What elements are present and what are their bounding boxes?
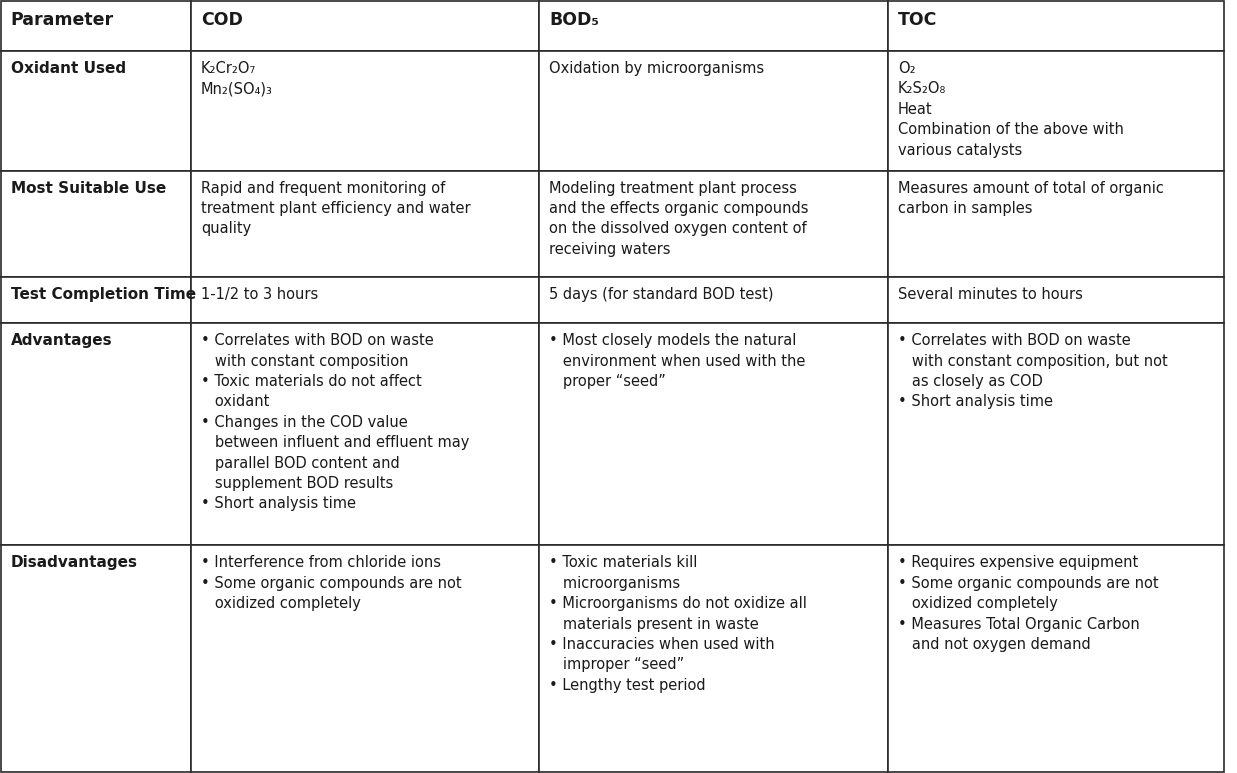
Bar [539,323,888,546]
Text: • Most closely models the natural
   environment when used with the
   proper “s: • Most closely models the natural enviro… [549,333,805,389]
Text: 1-1/2 to 3 hours: 1-1/2 to 3 hours [202,287,318,302]
Bar [190,51,539,171]
Bar [1,171,190,277]
Bar [888,277,1223,323]
Text: Oxidation by microorganisms: Oxidation by microorganisms [549,61,764,76]
Bar [539,277,888,323]
Bar [888,51,1223,171]
Bar [1,51,190,171]
Bar [1,546,190,772]
Text: • Requires expensive equipment
• Some organic compounds are not
   oxidized comp: • Requires expensive equipment • Some or… [898,556,1158,652]
Text: COD: COD [202,11,242,29]
Bar [888,1,1223,51]
Text: Most Suitable Use: Most Suitable Use [11,181,166,196]
Text: Advantages: Advantages [11,333,113,349]
Text: • Correlates with BOD on waste
   with constant composition
• Toxic materials do: • Correlates with BOD on waste with cons… [202,333,469,512]
Bar [190,1,539,51]
Text: O₂
K₂S₂O₈
Heat
Combination of the above with
various catalysts: O₂ K₂S₂O₈ Heat Combination of the above … [898,61,1123,158]
Bar [539,1,888,51]
Bar [888,546,1223,772]
Text: • Interference from chloride ions
• Some organic compounds are not
   oxidized c: • Interference from chloride ions • Some… [202,556,461,611]
Text: TOC: TOC [898,11,938,29]
Text: Oxidant Used: Oxidant Used [11,61,126,76]
Text: K₂Cr₂O₇
Mn₂(SO₄)₃: K₂Cr₂O₇ Mn₂(SO₄)₃ [202,61,273,97]
Text: Measures amount of total of organic
carbon in samples: Measures amount of total of organic carb… [898,181,1164,216]
Text: Rapid and frequent monitoring of
treatment plant efficiency and water
quality: Rapid and frequent monitoring of treatme… [202,181,470,237]
Text: Modeling treatment plant process
and the effects organic compounds
on the dissol: Modeling treatment plant process and the… [549,181,809,257]
Text: • Correlates with BOD on waste
   with constant composition, but not
   as close: • Correlates with BOD on waste with cons… [898,333,1168,410]
Bar [539,546,888,772]
Bar [190,546,539,772]
Bar [1,323,190,546]
Text: • Toxic materials kill
   microorganisms
• Microorganisms do not oxidize all
   : • Toxic materials kill microorganisms • … [549,556,808,693]
Text: Disadvantages: Disadvantages [11,556,137,570]
Bar [888,171,1223,277]
Bar [190,171,539,277]
Text: Several minutes to hours: Several minutes to hours [898,287,1082,302]
Bar [1,1,190,51]
Bar [190,277,539,323]
Bar [1,277,190,323]
Text: 5 days (for standard BOD test): 5 days (for standard BOD test) [549,287,774,302]
Text: Parameter: Parameter [11,11,114,29]
Bar [539,51,888,171]
Bar [190,323,539,546]
Bar [539,171,888,277]
Text: BOD₅: BOD₅ [549,11,599,29]
Text: Test Completion Time: Test Completion Time [11,287,195,302]
Bar [888,323,1223,546]
